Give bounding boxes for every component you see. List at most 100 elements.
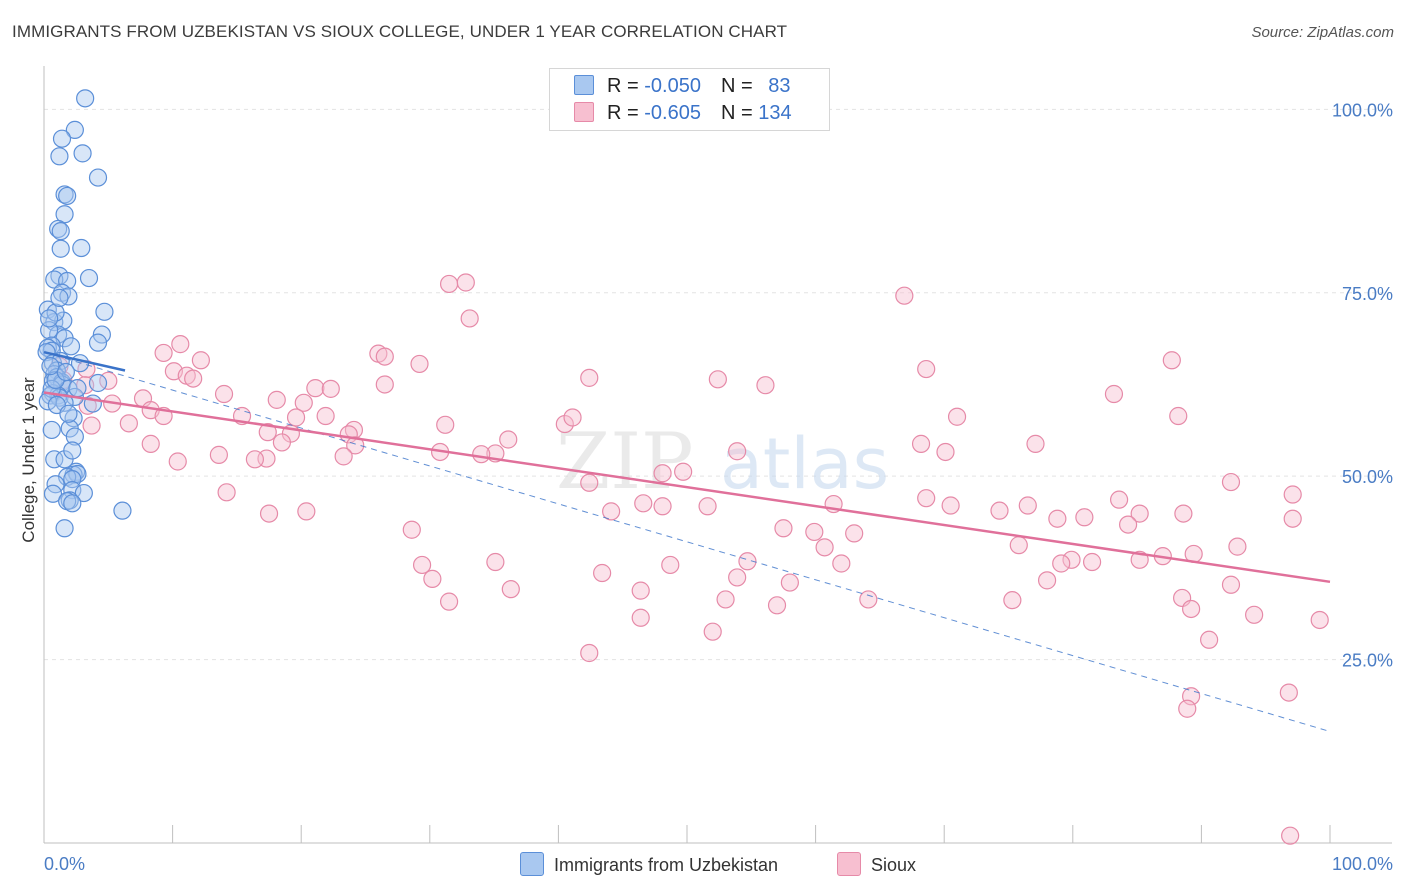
uzbekistan-point bbox=[51, 239, 70, 258]
sioux-point bbox=[334, 447, 353, 466]
uzbekistan-point bbox=[72, 238, 91, 258]
sioux-point bbox=[631, 581, 650, 600]
uzbekistan-point bbox=[65, 427, 84, 446]
tick-labels: 25.0% 50.0% 75.0% 100.0% 0.0% 100.0% bbox=[44, 100, 1393, 874]
sioux-point bbox=[184, 369, 203, 388]
uzbekistan-point bbox=[41, 357, 60, 376]
gridlines bbox=[44, 108, 1392, 661]
sioux-point bbox=[168, 452, 187, 471]
x-tick-label: 0.0% bbox=[44, 854, 85, 874]
legend-swatch-pink bbox=[574, 102, 594, 122]
uzbekistan-point bbox=[40, 309, 59, 328]
correlation-legend: R = -0.050 N = 83 R = -0.605 N = 134 bbox=[549, 68, 830, 131]
sioux-point bbox=[375, 347, 394, 366]
sioux-point bbox=[154, 343, 173, 363]
sioux-point bbox=[1221, 472, 1241, 492]
sioux-point bbox=[316, 406, 335, 426]
sioux-point bbox=[141, 434, 160, 453]
trend-lines bbox=[43, 350, 1331, 732]
sioux-point bbox=[321, 379, 340, 398]
legend-swatch-blue bbox=[574, 75, 594, 95]
sioux-point bbox=[1221, 575, 1241, 594]
sioux-point bbox=[1279, 683, 1298, 702]
sioux-point bbox=[631, 608, 650, 627]
sioux-point bbox=[217, 483, 236, 502]
sioux-point bbox=[456, 273, 475, 292]
sioux-point bbox=[805, 522, 824, 542]
sioux-point bbox=[1009, 536, 1028, 555]
sioux-point bbox=[501, 580, 520, 599]
sioux-point bbox=[716, 590, 735, 609]
uzbekistan-point bbox=[61, 337, 81, 356]
sioux-point bbox=[756, 376, 775, 395]
sioux-point bbox=[563, 408, 582, 427]
sioux-point bbox=[580, 368, 599, 387]
sioux-point bbox=[1018, 496, 1037, 515]
sioux-point bbox=[1062, 550, 1081, 569]
sioux-point bbox=[1109, 490, 1129, 509]
axes bbox=[43, 66, 1392, 844]
sioux-point bbox=[580, 473, 599, 492]
sioux-point bbox=[767, 596, 787, 615]
sioux-point bbox=[917, 359, 936, 379]
sioux-point bbox=[1075, 508, 1094, 527]
sioux-point bbox=[258, 423, 277, 442]
uzbekistan-point bbox=[76, 89, 95, 108]
sioux-point bbox=[708, 370, 727, 389]
watermark-zip: ZIP bbox=[556, 417, 694, 507]
bottom-legend-label: Immigrants from Uzbekistan bbox=[554, 855, 779, 875]
uzbekistan-point bbox=[50, 147, 69, 166]
uzbekistan-point bbox=[95, 302, 114, 321]
sioux-point bbox=[990, 501, 1009, 520]
sioux-point bbox=[1162, 351, 1181, 370]
bottom-legend-label: Sioux bbox=[871, 855, 917, 875]
uzbekistan-point bbox=[73, 144, 92, 163]
sioux-point bbox=[1182, 599, 1201, 619]
sioux-point bbox=[580, 643, 599, 663]
bottom-legend-uzbekistan: Immigrants from Uzbekistan bbox=[520, 852, 778, 876]
uzbekistan-point bbox=[68, 379, 87, 398]
sioux-point bbox=[410, 354, 429, 374]
uzbekistan-point bbox=[88, 333, 108, 352]
sioux-point bbox=[119, 414, 138, 433]
sioux-point bbox=[1174, 504, 1193, 523]
sioux-point bbox=[259, 504, 279, 523]
bottom-legend-swatch-pink bbox=[837, 852, 861, 876]
sioux-point bbox=[245, 450, 265, 469]
uzbekistan-point bbox=[65, 120, 84, 139]
y-tick-label: 25.0% bbox=[1342, 651, 1393, 671]
sioux-point bbox=[209, 445, 228, 464]
sioux-point bbox=[402, 520, 421, 539]
uzbekistan-point bbox=[50, 288, 69, 307]
uzbekistan-point bbox=[79, 268, 99, 288]
uzbekistan-point bbox=[113, 501, 132, 520]
sioux-point bbox=[845, 524, 864, 543]
sioux-point bbox=[486, 552, 505, 572]
legend-r-value: -0.050 bbox=[644, 75, 701, 97]
watermark-atlas: atlas bbox=[720, 423, 889, 505]
sioux-point bbox=[859, 590, 878, 609]
sioux-point bbox=[1178, 699, 1197, 718]
sioux-point bbox=[602, 502, 621, 521]
sioux-point bbox=[941, 496, 960, 515]
sioux-point bbox=[439, 274, 459, 294]
sioux-point bbox=[653, 464, 672, 483]
legend-row-uzbekistan: R = -0.050 N = 83 bbox=[574, 75, 790, 98]
uzbekistan-point bbox=[58, 271, 77, 291]
source-credit: Source: ZipAtlas.com bbox=[1251, 24, 1394, 41]
sioux-point bbox=[346, 436, 365, 455]
sioux-point bbox=[1026, 434, 1045, 453]
legend-n-label: N = bbox=[720, 75, 759, 97]
chart-title: IMMIGRANTS FROM UZBEKISTAN VS SIOUX COLL… bbox=[12, 22, 788, 41]
bottom-legend-sioux: Sioux bbox=[837, 852, 916, 876]
sioux-point bbox=[171, 335, 190, 354]
sioux-points bbox=[50, 273, 1329, 845]
uzbekistan-point bbox=[59, 404, 78, 423]
sioux-point bbox=[82, 416, 101, 435]
sioux-point bbox=[661, 555, 680, 575]
sioux-point bbox=[936, 442, 955, 462]
uzbekistan-point bbox=[52, 129, 72, 148]
uzbekistan-point bbox=[49, 219, 68, 239]
sioux-point bbox=[728, 442, 747, 461]
